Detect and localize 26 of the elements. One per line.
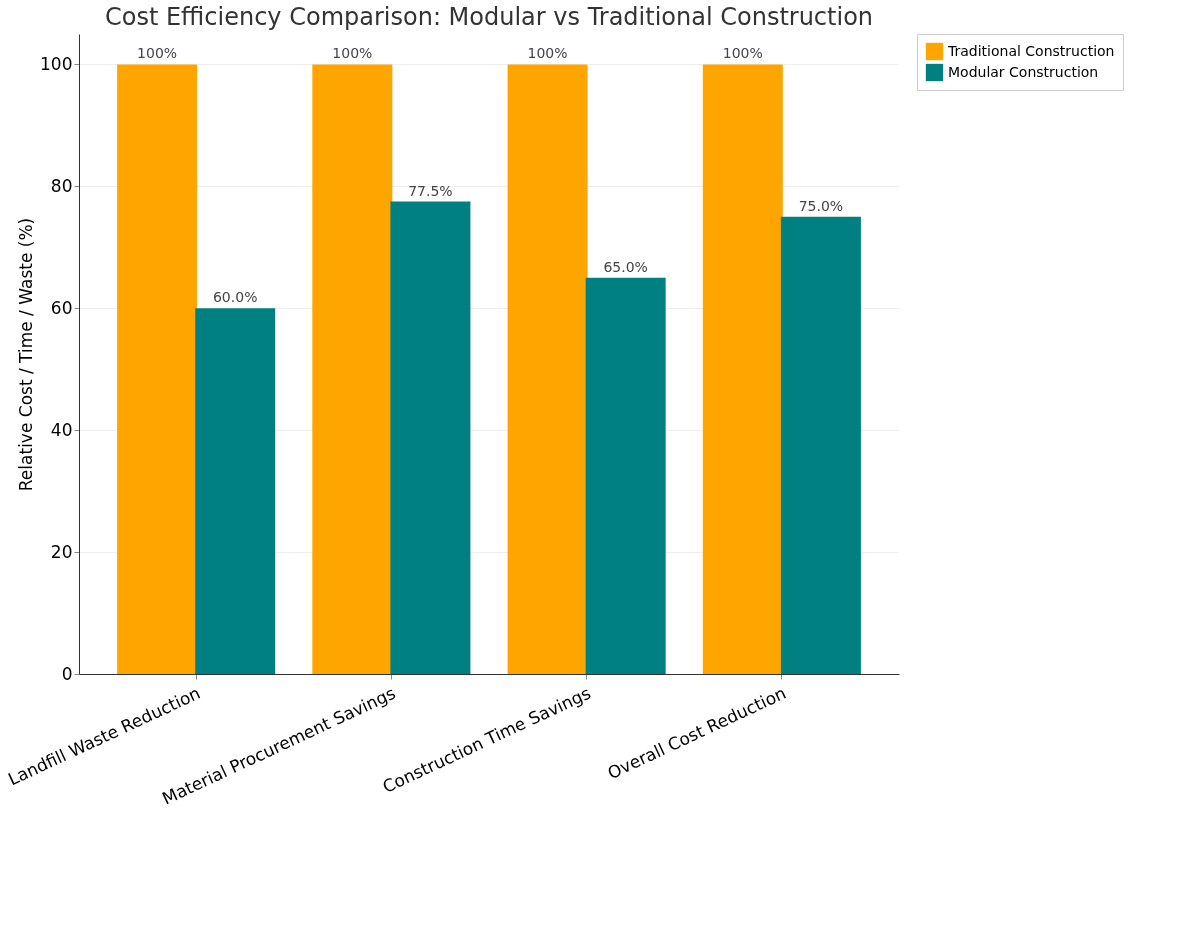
bar [390,201,471,674]
y-tick-label: 40 [50,419,73,440]
legend-label: Modular Construction [948,63,1099,80]
data-label: 77.5% [408,182,453,199]
chart-title: Cost Efficiency Comparison: Modular vs Traditional Construction [104,2,874,31]
data-label: 60.0% [212,289,258,306]
data-label: 100% [332,45,373,62]
y-tick-label: 60 [50,297,73,318]
bar [585,277,666,674]
y-tick-label: 80 [50,175,73,196]
data-label: 100% [527,45,568,62]
data-label: 100% [137,45,178,62]
bar [195,308,276,674]
y-tick-label: 0 [61,663,73,684]
data-label: 75.0% [798,197,844,214]
y-axis-title: Relative Cost / Time / Waste (%) [16,217,37,492]
y-tick-label: 20 [50,541,73,562]
bar [780,216,861,674]
bar [117,64,198,674]
data-label: 100% [722,45,763,62]
y-tick-label: 100 [40,53,73,74]
legend-label: Traditional Construction [947,42,1115,59]
data-label: 65.0% [603,258,648,275]
bar [507,64,588,674]
bar [702,64,783,674]
bar [312,64,393,674]
